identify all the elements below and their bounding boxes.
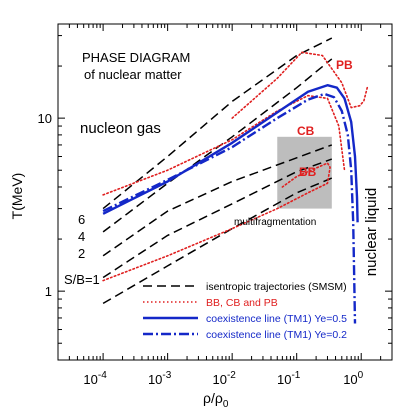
legend-label-2: BB, CB and PB — [206, 297, 278, 309]
x-tick-label-exponent: -4 — [98, 370, 107, 381]
legend-label-4: coexistence line (TM1) Ye=0.2 — [206, 329, 347, 341]
x-tick-label: 10-3 — [148, 370, 172, 387]
series-line-9 — [102, 84, 359, 223]
legend-label-1: isentropic trajectories (SMSM) — [206, 281, 347, 293]
chart-title: PHASE DIAGRAM — [82, 50, 190, 65]
series-line-5 — [102, 37, 333, 210]
y-tick-label: 10 — [38, 111, 52, 126]
annotation-cb: CB — [297, 124, 315, 138]
legend: isentropic trajectories (SMSM) BB, CB and… — [143, 281, 347, 341]
x-tick-label-base: 10 — [148, 372, 162, 387]
series-line-3 — [102, 144, 333, 257]
plot-frame — [57, 23, 393, 361]
series-line-2 — [102, 158, 333, 279]
x-tick-label-exponent: -3 — [162, 370, 171, 381]
x-tick-label-base: 10 — [83, 372, 97, 387]
series-line-10 — [102, 92, 357, 324]
annotation-nucleon-gas: nucleon gas — [80, 120, 161, 137]
series-line-6 — [102, 162, 331, 282]
x-axis-label: ρ/ρ0 — [203, 390, 229, 410]
annotation-sb-6: 6 — [78, 212, 85, 227]
y-axis-label: T(MeV) — [9, 173, 25, 220]
x-tick-label: 10-4 — [83, 370, 107, 387]
x-tick-label: 100 — [343, 370, 363, 387]
annotation-sb-2: 2 — [78, 246, 85, 261]
annotation-sb-1: S/B=1 — [64, 272, 100, 287]
x-tick-label-base: 10 — [212, 372, 226, 387]
chart-subtitle: of nuclear matter — [84, 67, 182, 82]
series-line-1 — [102, 177, 333, 305]
annotation-pb: PB — [336, 58, 353, 72]
x-tick-label-exponent: -2 — [227, 370, 236, 381]
annotation-sb-4: 4 — [78, 229, 85, 244]
annotation-bb: BB — [299, 165, 317, 179]
annotation-multifragmentation: multifragmentation — [234, 217, 316, 228]
x-tick-label-exponent: -1 — [291, 370, 300, 381]
series-line-4 — [102, 58, 333, 233]
y-tick-label: 1 — [45, 284, 52, 299]
x-tick-label-base: 10 — [343, 372, 357, 387]
x-tick-label-base: 10 — [277, 372, 291, 387]
x-tick-label: 10-2 — [212, 370, 236, 387]
series-line-8 — [231, 51, 369, 119]
annotation-nuclear-liquid: nuclear liquid — [363, 188, 380, 276]
x-tick-label: 10-1 — [277, 370, 301, 387]
x-axis-label-subscript: 0 — [223, 399, 229, 410]
series-line-7 — [102, 94, 346, 196]
x-tick-label-exponent: 0 — [358, 370, 364, 381]
legend-label-3: coexistence line (TM1) Ye=0.5 — [206, 313, 347, 325]
